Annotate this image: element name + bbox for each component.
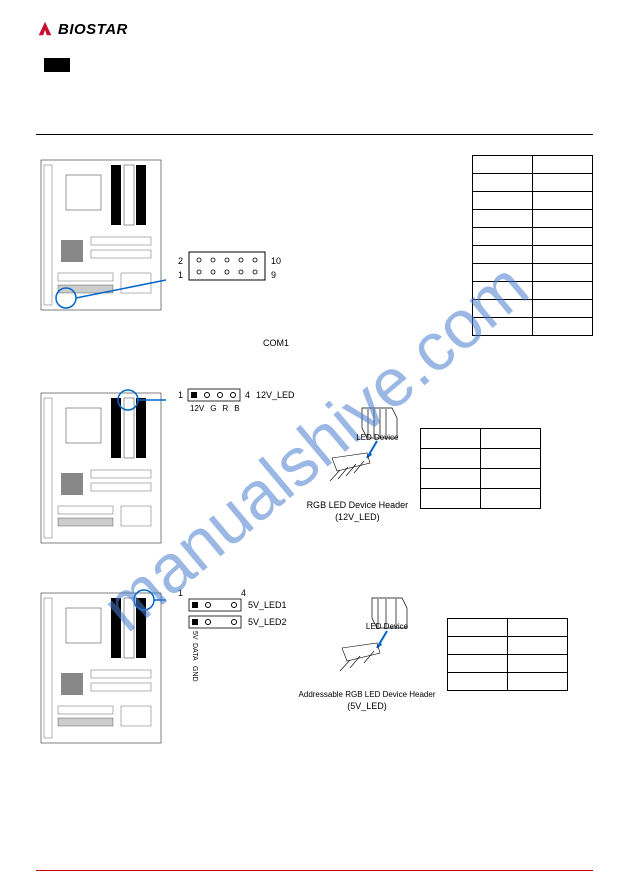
pin-label-r: R xyxy=(222,404,228,413)
pin-gnd: GND xyxy=(190,666,198,682)
table-row xyxy=(473,156,593,174)
led-device-label-5v: LED Device xyxy=(366,622,408,631)
led5v-section: 1 4 5V_LED1 5V_ xyxy=(36,588,593,748)
argb-led-device-icon xyxy=(322,593,412,683)
com-pin-table xyxy=(472,155,593,336)
pin-4-12v: 4 xyxy=(245,390,250,400)
table-row xyxy=(421,429,541,449)
com-section: 2 1 10 9 xyxy=(36,155,593,336)
section-marker xyxy=(44,58,70,72)
led5v-pin-table xyxy=(447,618,568,691)
pin-1-12v: 1 xyxy=(178,390,183,400)
logo: BIOSTAR xyxy=(36,20,593,38)
led12v-header-icon xyxy=(187,388,241,402)
led5v1-header-icon xyxy=(188,598,242,612)
pin-num-9: 9 xyxy=(271,270,281,280)
table-row xyxy=(473,246,593,264)
pin-label-g: G xyxy=(210,404,216,413)
table-row xyxy=(448,637,568,655)
footer-divider xyxy=(36,870,593,871)
table-row xyxy=(473,300,593,318)
rgb-led-device-icon xyxy=(312,403,402,493)
table-row xyxy=(448,673,568,691)
motherboard-diagram-5v xyxy=(36,588,166,748)
table-row xyxy=(473,192,593,210)
argb-caption-2: (5V_LED) xyxy=(299,701,436,711)
motherboard-diagram-12v xyxy=(36,388,166,548)
com-connector-icon xyxy=(187,250,267,285)
table-row xyxy=(421,469,541,489)
divider-line xyxy=(36,134,593,135)
page-content: BIOSTAR 2 1 xyxy=(0,0,629,768)
pin-num-10: 10 xyxy=(271,256,281,266)
pin-data: DATA xyxy=(190,643,198,661)
pin-label-12v: 12V xyxy=(190,404,204,413)
motherboard-diagram-com xyxy=(36,155,166,315)
table-row xyxy=(448,619,568,637)
table-row xyxy=(473,228,593,246)
led12v-pin-table xyxy=(420,428,541,509)
pin-1-5v: 1 xyxy=(178,588,183,598)
pin-num-1: 1 xyxy=(178,270,183,280)
rgb-caption-2: (12V_LED) xyxy=(307,512,409,522)
logo-brand-text: BIOSTAR xyxy=(58,21,128,38)
led-device-label: LED Device xyxy=(356,433,398,442)
biostar-logo-icon xyxy=(36,20,54,38)
table-row xyxy=(473,210,593,228)
table-row xyxy=(448,655,568,673)
pin-label-b: B xyxy=(234,404,239,413)
led5v2-name: 5V_LED2 xyxy=(248,617,287,627)
table-row xyxy=(473,264,593,282)
table-row xyxy=(421,449,541,469)
table-row xyxy=(473,174,593,192)
argb-caption-1: Addressable RGB LED Device Header xyxy=(299,690,436,699)
table-row xyxy=(421,489,541,509)
table-row xyxy=(473,282,593,300)
rgb-caption-1: RGB LED Device Header xyxy=(307,500,409,510)
pin-num-2: 2 xyxy=(178,256,183,266)
led12v-section: 1 4 12V_LED 12V G R B xyxy=(36,388,593,548)
pin-5v: 5V xyxy=(190,631,198,640)
led12v-name: 12V_LED xyxy=(256,390,295,400)
led5v1-name: 5V_LED1 xyxy=(248,600,287,610)
com1-label: COM1 xyxy=(236,338,316,348)
table-row xyxy=(473,318,593,336)
pin-4-5v: 4 xyxy=(241,588,246,598)
led5v2-header-icon xyxy=(188,615,242,629)
